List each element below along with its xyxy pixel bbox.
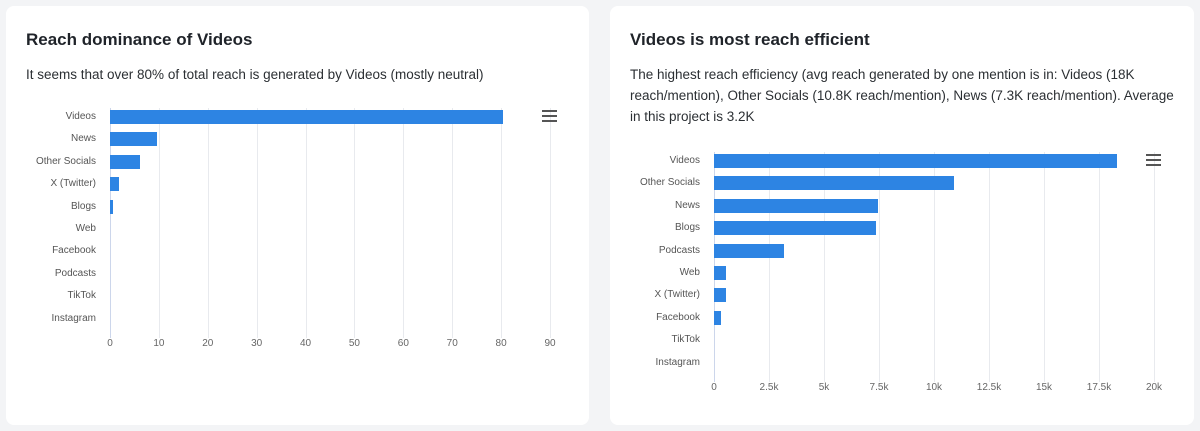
x-axis-tick-label: 12.5k xyxy=(976,382,1002,393)
x-axis-tick-label: 30 xyxy=(251,338,263,349)
bar[interactable] xyxy=(714,154,1117,168)
y-axis-category-label: Instagram xyxy=(51,312,96,324)
x-axis-tick-label: 70 xyxy=(446,338,458,349)
y-axis-category-label: Web xyxy=(75,223,96,234)
reach-dominance-card: Reach dominance of Videos It seems that … xyxy=(6,6,589,425)
bar[interactable] xyxy=(714,310,721,325)
x-axis-tick-label: 17.5k xyxy=(1086,382,1112,393)
bar[interactable] xyxy=(714,288,727,303)
gridline xyxy=(305,108,307,338)
x-axis-tick-label: 0 xyxy=(711,382,717,393)
gridline xyxy=(1154,152,1155,382)
x-axis-tick-label: 7.5k xyxy=(869,382,889,393)
x-axis-tick-label: 2.5k xyxy=(759,382,779,393)
gridline xyxy=(354,108,356,338)
x-axis-tick-label: 5k xyxy=(818,382,830,393)
reach-dominance-chart: 0 10 20 30 40 50 60 70 80 90 Videos News Other Socia… xyxy=(6,6,589,425)
y-axis-category-label: TikTok xyxy=(67,290,96,302)
gridline xyxy=(989,152,990,382)
x-axis-tick-label: 40 xyxy=(299,338,312,349)
x-axis-tick-label: 90 xyxy=(544,338,556,349)
y-axis-category-label: Other Socials xyxy=(639,177,700,189)
bar[interactable] xyxy=(714,198,878,213)
x-axis-tick-label: 10 xyxy=(153,338,165,349)
bar[interactable] xyxy=(110,110,504,124)
bar[interactable] xyxy=(714,243,785,258)
gridline xyxy=(207,108,209,338)
y-axis-category-label: Videos xyxy=(669,155,700,166)
bar[interactable] xyxy=(110,132,158,147)
x-axis-tick-label: 50 xyxy=(348,338,360,349)
y-axis-category-label: Facebook xyxy=(656,311,700,323)
y-axis-category-label: Instagram xyxy=(655,356,700,368)
reach-efficiency-card: Videos is most reach efficient The highe… xyxy=(610,6,1194,425)
gridline xyxy=(879,152,880,382)
bar[interactable] xyxy=(714,266,727,280)
card-description: The highest reach efficiency (avg reach … xyxy=(630,67,1174,124)
gridline xyxy=(934,152,935,382)
y-axis-category-label: News xyxy=(674,199,700,211)
gridline xyxy=(769,152,770,382)
bar[interactable] xyxy=(110,199,113,214)
card-title: Reach dominance of Videos xyxy=(26,30,253,49)
y-axis-category-label: X (Twitter) xyxy=(50,178,96,190)
y-axis-category-label: Blogs xyxy=(674,222,700,234)
x-axis-tick-label: 10k xyxy=(925,382,943,393)
x-axis-tick-label: 20 xyxy=(202,338,214,349)
x-axis-tick-label: 0 xyxy=(107,338,113,349)
y-axis-category-label: News xyxy=(70,133,96,145)
bar[interactable] xyxy=(714,176,954,191)
x-axis-tick-label: 80 xyxy=(495,338,507,349)
gridline xyxy=(256,108,258,338)
gridline xyxy=(403,108,405,338)
gridline xyxy=(1044,152,1045,382)
card-title: Videos is most reach efficient xyxy=(630,30,870,49)
gridline xyxy=(501,108,503,338)
y-axis-category-label: Facebook xyxy=(52,245,96,257)
y-axis-category-label: Other Socials xyxy=(35,155,96,167)
x-axis-tick-label: 15k xyxy=(1035,382,1053,393)
x-axis-tick-label: 60 xyxy=(397,338,409,349)
gridline xyxy=(1099,152,1100,382)
x-axis-tick-label: 20k xyxy=(1145,382,1163,393)
gridline xyxy=(824,152,825,382)
chart-menu-icon[interactable] xyxy=(542,110,557,122)
gridline xyxy=(158,108,160,338)
bar[interactable] xyxy=(714,221,876,236)
bar[interactable] xyxy=(110,154,140,169)
y-axis-category-label: Web xyxy=(679,267,700,278)
chart-menu-icon[interactable] xyxy=(1146,154,1161,166)
y-axis-category-label: Blogs xyxy=(70,200,96,212)
gridline xyxy=(550,108,551,338)
y-axis-category-label: Videos xyxy=(65,111,96,122)
y-axis-category-label: Podcasts xyxy=(658,244,700,256)
y-axis-category-label: TikTok xyxy=(671,334,700,346)
y-axis-category-label: X (Twitter) xyxy=(654,289,700,301)
gridline xyxy=(452,108,454,338)
y-axis-category-label: Podcasts xyxy=(54,267,96,279)
bar[interactable] xyxy=(110,177,120,192)
gridline xyxy=(110,108,111,338)
reach-efficiency-chart: 0 2.5k 5k 7.5k 10k 12.5k 15k 17.5k 20k Videos Othe… xyxy=(610,6,1194,425)
card-description: It seems that over 80% of total reach is… xyxy=(26,67,484,82)
